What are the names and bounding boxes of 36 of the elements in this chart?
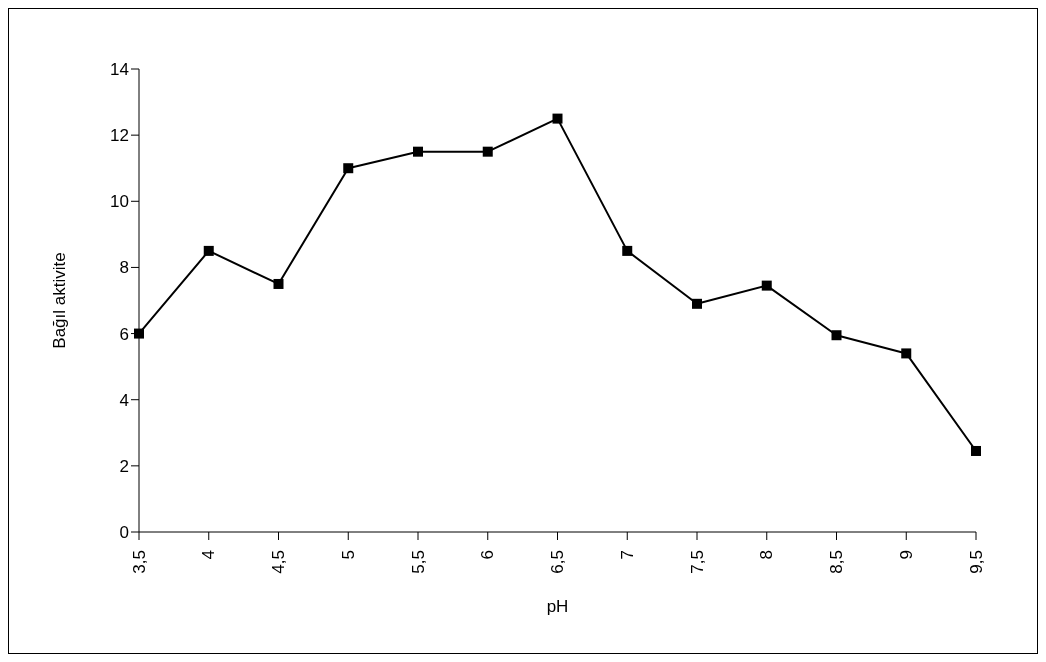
point [273,278,284,289]
x-tick-label: 4 [199,550,219,560]
point [343,163,354,174]
y-tick-label: 4 [119,390,129,410]
x-tick-label: 8,5 [827,550,846,574]
x-tick-label: 6,5 [548,550,567,574]
x-tick-label: 8 [757,550,777,560]
y-tick-label: 10 [110,192,129,212]
y-tick-label: 14 [110,60,129,80]
y-tick-label: 0 [119,523,129,543]
x-tick-label: 7,5 [687,550,707,574]
x-axis-title: pH [546,597,569,616]
x-tick-label: 5 [338,550,358,560]
point [971,445,981,456]
point [134,328,144,339]
y-tick-label: 8 [119,258,129,278]
y-tick-label: 12 [110,126,129,146]
x-tick-label: 4,5 [269,550,288,574]
point [901,348,912,359]
point [761,280,772,291]
point [413,146,423,157]
x-tick-label: 5,5 [408,550,428,574]
point [622,245,633,256]
y-axis-title: Bağıl aktivite [50,252,70,349]
x-tick-label: 7 [617,550,637,560]
point [831,330,842,341]
point [552,113,563,124]
y-tick-label: 6 [119,324,129,344]
x-tick-label: 9,5 [966,550,986,574]
x-tick-label: 6 [478,550,498,560]
point [203,245,214,256]
x-tick-label: 3,5 [129,550,149,574]
point [482,146,493,157]
x-tick-label: 9 [896,550,916,560]
point [692,298,702,309]
y-tick-label: 2 [119,456,129,476]
